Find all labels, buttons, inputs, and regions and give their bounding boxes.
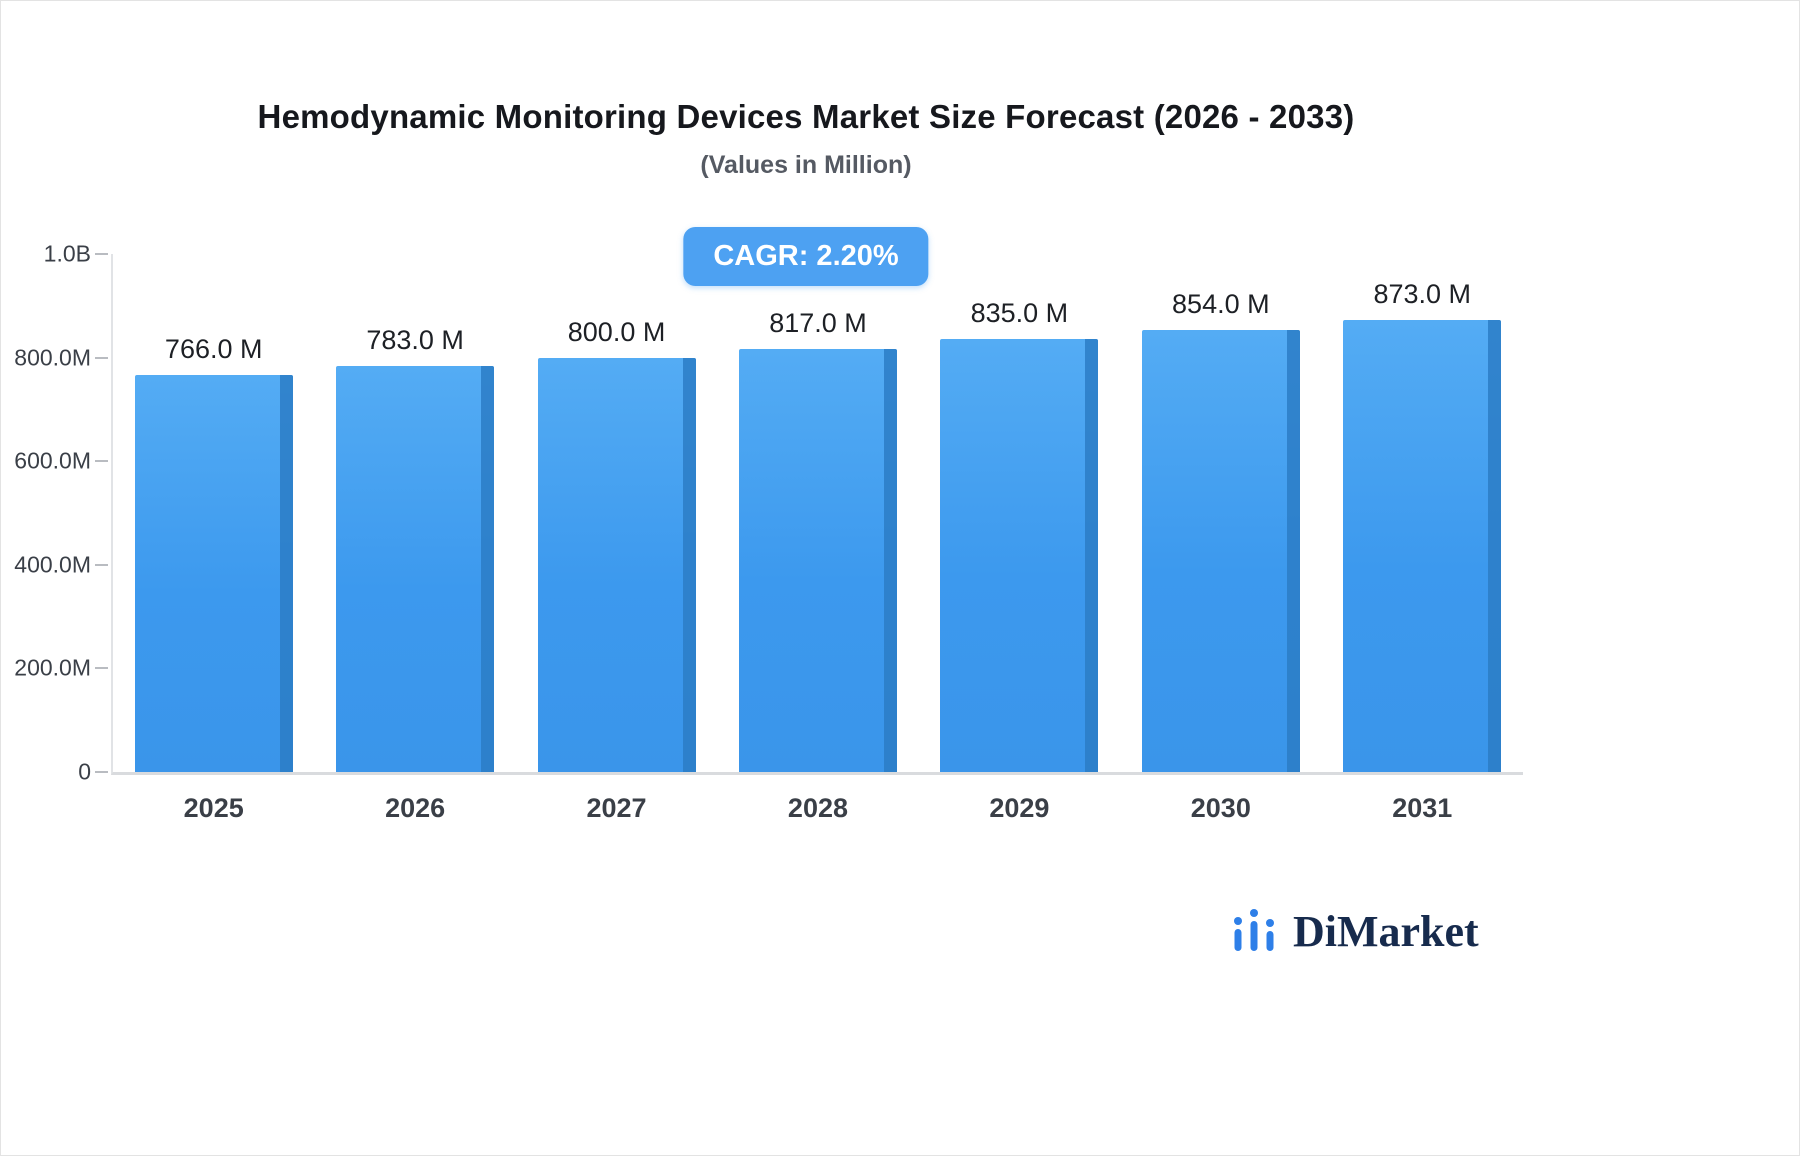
y-axis-tick-mark xyxy=(95,563,108,566)
chart-subtitle: (Values in Million) xyxy=(700,151,912,179)
bar-2028: 817.0 M xyxy=(738,308,897,772)
y-axis-tick-mark xyxy=(95,460,108,463)
plot-area: 766.0 M 2025 783.0 M 2026 800.0 M 2027 817.0 M… xyxy=(14,241,1523,823)
x-axis-label: 2026 xyxy=(385,793,446,823)
bar-slot: 873.0 M 2031 xyxy=(1322,254,1523,823)
x-axis-label: 2027 xyxy=(586,793,647,823)
y-axis-tick-label: 800.0M xyxy=(14,344,91,371)
bar-side-face xyxy=(1488,319,1502,772)
y-axis-tick-label: 600.0M xyxy=(14,447,91,474)
bar-slot: 835.0 M 2029 xyxy=(919,254,1120,823)
y-axis-tick-mark xyxy=(95,771,108,773)
bar-chart-icon xyxy=(1229,903,1281,960)
bar-value-label: 800.0 M xyxy=(567,316,666,347)
y-axis-tick-label: 0 xyxy=(78,758,91,785)
y-axis-tick-mark xyxy=(95,356,108,359)
bar-2026: 783.0 M xyxy=(336,325,495,772)
bar-2031: 873.0 M xyxy=(1343,279,1502,772)
bar-slot: 854.0 M 2030 xyxy=(1120,254,1321,823)
bar-side-face xyxy=(1286,329,1300,772)
bar-side-face xyxy=(883,348,897,772)
y-axis-tick-label: 200.0M xyxy=(14,654,91,681)
bar-slot: 766.0 M 2025 xyxy=(113,254,314,823)
bars-container: 766.0 M 2025 783.0 M 2026 800.0 M 2027 817.0 M… xyxy=(113,254,1523,823)
x-axis-label: 2028 xyxy=(787,793,849,823)
bar-value-label: 873.0 M xyxy=(1373,278,1472,309)
y-axis-tick-mark xyxy=(95,667,108,670)
x-axis-label: 2031 xyxy=(1392,793,1453,823)
bar-2029: 835.0 M xyxy=(940,298,1099,772)
chart-title: Hemodynamic Monitoring Devices Market Si… xyxy=(257,98,1355,135)
bar-side-face xyxy=(279,375,293,772)
bar-value-label: 766.0 M xyxy=(164,334,263,365)
y-axis-tick-label: 1.0B xyxy=(43,240,91,267)
y-axis-tick-mark xyxy=(95,253,108,255)
bar-2027: 800.0 M xyxy=(537,317,696,772)
x-axis-label: 2029 xyxy=(989,793,1050,823)
bar-slot: 800.0 M 2027 xyxy=(516,254,717,823)
y-axis-tick-label: 400.0M xyxy=(14,551,91,578)
bar-side-face xyxy=(682,357,696,772)
x-axis-label: 2025 xyxy=(183,793,244,823)
brand-logo: DiMarket xyxy=(1229,903,1479,960)
brand-logo-text: DiMarket xyxy=(1293,906,1479,956)
bar-value-label: 854.0 M xyxy=(1172,288,1270,319)
cagr-badge: CAGR: 2.20% xyxy=(683,227,929,286)
bar-value-label: 783.0 M xyxy=(366,325,464,356)
bar-2030: 854.0 M xyxy=(1141,289,1300,772)
bar-value-label: 835.0 M xyxy=(970,298,1069,329)
x-axis-label: 2030 xyxy=(1190,793,1251,823)
bar-slot: 783.0 M 2026 xyxy=(314,254,515,823)
bar-side-face xyxy=(1085,339,1099,772)
bar-2025: 766.0 M xyxy=(134,334,293,772)
bar-value-label: 817.0 M xyxy=(769,307,867,338)
bar-side-face xyxy=(481,366,495,772)
bar-slot: 817.0 M 2028 xyxy=(717,254,918,823)
